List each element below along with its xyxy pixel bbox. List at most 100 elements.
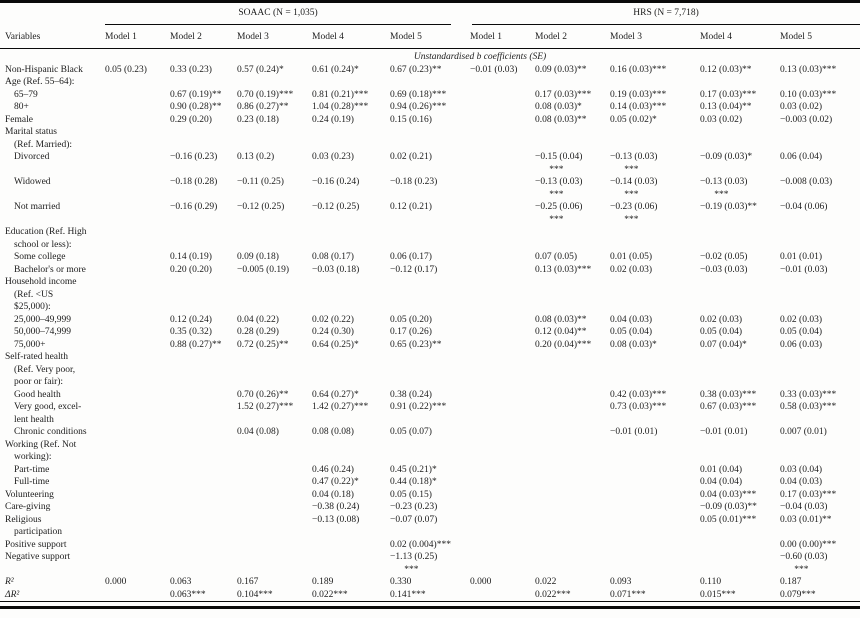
model-header-soaac-3: Model 3	[232, 24, 307, 49]
group-header-row: SOAAC (N = 1,035) HRS (N = 7,718)	[0, 3, 860, 25]
coefficient-cell: −0.15 (0.04) ***	[535, 152, 583, 175]
coefficient-cell	[232, 126, 307, 151]
coefficient-cell: 0.17 (0.03)***	[700, 89, 757, 100]
coefficient-cell	[465, 126, 530, 151]
coefficient-cell	[530, 514, 605, 539]
coefficient-cell	[165, 464, 232, 477]
coefficient-cell: −0.01 (0.03)	[780, 264, 828, 275]
coefficient-cell: −0.38 (0.24)	[312, 502, 360, 512]
row-label: Working (Ref. Not working):	[5, 439, 77, 463]
coefficient-cell: 0.09 (0.18)	[237, 252, 279, 262]
coefficient-cell	[165, 489, 232, 502]
coefficient-cell: 0.08 (0.03)*	[610, 339, 657, 350]
coefficient-cell: 0.86 (0.27)**	[237, 102, 289, 112]
coefficient-cell: 0.12 (0.24)	[170, 314, 212, 325]
table-row: Some college 0.14 (0.19) 0.09 (0.18) 0.08 (…	[0, 251, 860, 264]
coefficient-cell: 0.01 (0.01)	[780, 252, 822, 262]
coefficient-cell: −0.003 (0.02)	[780, 114, 833, 125]
coefficient-cell	[100, 176, 165, 201]
coefficient-cell: 0.04 (0.03)***	[700, 489, 757, 500]
model-header-hrs-4: Model 4	[695, 24, 776, 49]
coefficient-cell	[232, 351, 307, 389]
coefficient-cell: 0.022***	[535, 589, 571, 600]
coefficient-cell	[530, 126, 605, 151]
coefficient-cell: 1.42 (0.27)***	[312, 402, 369, 412]
coefficient-cell: 0.110	[700, 577, 722, 587]
coefficient-cell: 0.28 (0.29)	[237, 327, 279, 337]
coefficient-cell	[695, 76, 775, 89]
coefficient-cell: 0.167	[237, 577, 259, 587]
coefficient-cell: 0.45 (0.21)*	[390, 464, 437, 475]
coefficient-cell	[100, 314, 165, 327]
coefficient-cell: 0.08 (0.03)*	[535, 102, 582, 112]
coefficient-cell	[605, 439, 695, 464]
table-row: Non-Hispanic Black 0.05 (0.23) 0.33 (0.23)…	[0, 64, 860, 77]
coefficient-cell	[530, 401, 605, 426]
coefficient-cell: 0.23 (0.18)	[237, 114, 279, 125]
row-label: Marital status (Ref. Married):	[5, 127, 73, 150]
coefficient-cell: 0.189	[312, 577, 334, 587]
coefficient-cell	[100, 126, 165, 151]
coefficient-cell	[695, 439, 775, 464]
coefficient-cell: −0.11 (0.25)	[237, 177, 284, 187]
coefficient-cell	[100, 101, 165, 114]
coefficient-cell: 0.46 (0.24)	[312, 464, 354, 475]
table-row: Religious participation −0.13 (0.08) −0.07…	[0, 514, 860, 539]
row-label: Self-rated health (Ref. Very poor, poor …	[5, 352, 76, 387]
row-label: Education (Ref. High school or less):	[5, 227, 87, 250]
coefficient-cell: −0.18 (0.28)	[170, 177, 218, 187]
coefficient-cell	[775, 276, 860, 314]
coefficient-cell	[165, 539, 232, 552]
coefficient-cell	[465, 401, 530, 426]
coefficient-cell	[100, 276, 165, 314]
coefficient-cell	[100, 89, 165, 102]
coefficient-cell	[232, 539, 307, 552]
coefficient-cell: −0.01 (0.03)	[470, 64, 518, 75]
coefficient-cell	[465, 464, 530, 477]
coefficient-cell	[465, 551, 530, 576]
coefficient-cell: 0.13 (0.2)	[237, 152, 275, 162]
coefficient-cell	[465, 539, 530, 552]
coefficient-cell: −0.19 (0.03)**	[700, 202, 757, 212]
model-header-hrs-2: Model 2	[530, 24, 606, 49]
coefficient-cell: 0.65 (0.23)**	[390, 339, 442, 350]
coefficient-cell	[695, 351, 775, 389]
coefficient-cell: 0.05 (0.04)	[700, 327, 742, 337]
row-label: 65–79	[14, 89, 38, 100]
coefficient-cell	[232, 226, 307, 251]
coefficient-cell: 0.079***	[780, 589, 816, 600]
coefficient-cell	[530, 551, 605, 576]
row-label: Divorced	[14, 152, 50, 162]
row-label: Religious participation	[5, 514, 63, 538]
coefficient-cell	[530, 276, 605, 314]
coefficient-cell	[100, 76, 165, 89]
coefficient-cell: 1.04 (0.28)***	[312, 102, 369, 112]
coefficient-cell	[465, 114, 530, 127]
coefficient-cell	[530, 351, 605, 389]
coefficient-cell	[232, 501, 307, 514]
coefficient-cell	[465, 339, 530, 352]
coefficient-cell: 0.20 (0.20)	[170, 264, 212, 275]
coefficient-cell	[165, 426, 232, 439]
coefficient-cell	[465, 426, 530, 439]
coefficient-cell	[385, 439, 465, 464]
coefficient-cell: 0.141***	[390, 589, 426, 600]
coefficient-cell: 0.007 (0.01)	[780, 427, 827, 437]
coefficient-cell	[385, 226, 465, 251]
coefficient-cell: 0.70 (0.26)**	[237, 389, 289, 400]
table-row: Volunteering 0.04 (0.18) 0.05 (0.15) 0.04 (…	[0, 489, 860, 502]
coefficient-cell: 0.14 (0.19)	[170, 252, 212, 262]
coefficient-cell	[530, 426, 605, 439]
coefficient-cell: 0.72 (0.25)**	[237, 339, 289, 350]
coefficient-cell	[605, 501, 695, 514]
coefficient-cell: 0.08 (0.08)	[312, 427, 354, 437]
coefficient-cell	[100, 389, 165, 402]
coefficient-cell: 0.94 (0.26)***	[390, 102, 447, 112]
row-label: 80+	[14, 102, 29, 112]
coefficient-cell: 0.81 (0.21)***	[312, 89, 369, 100]
model-header-soaac-1: Model 1	[100, 24, 165, 49]
coefficient-cell	[100, 351, 165, 389]
coefficient-cell: 0.70 (0.19)***	[237, 89, 294, 100]
coefficient-cell: 0.03 (0.02)	[780, 102, 822, 112]
coefficient-cell: 0.05 (0.04)	[610, 327, 652, 337]
